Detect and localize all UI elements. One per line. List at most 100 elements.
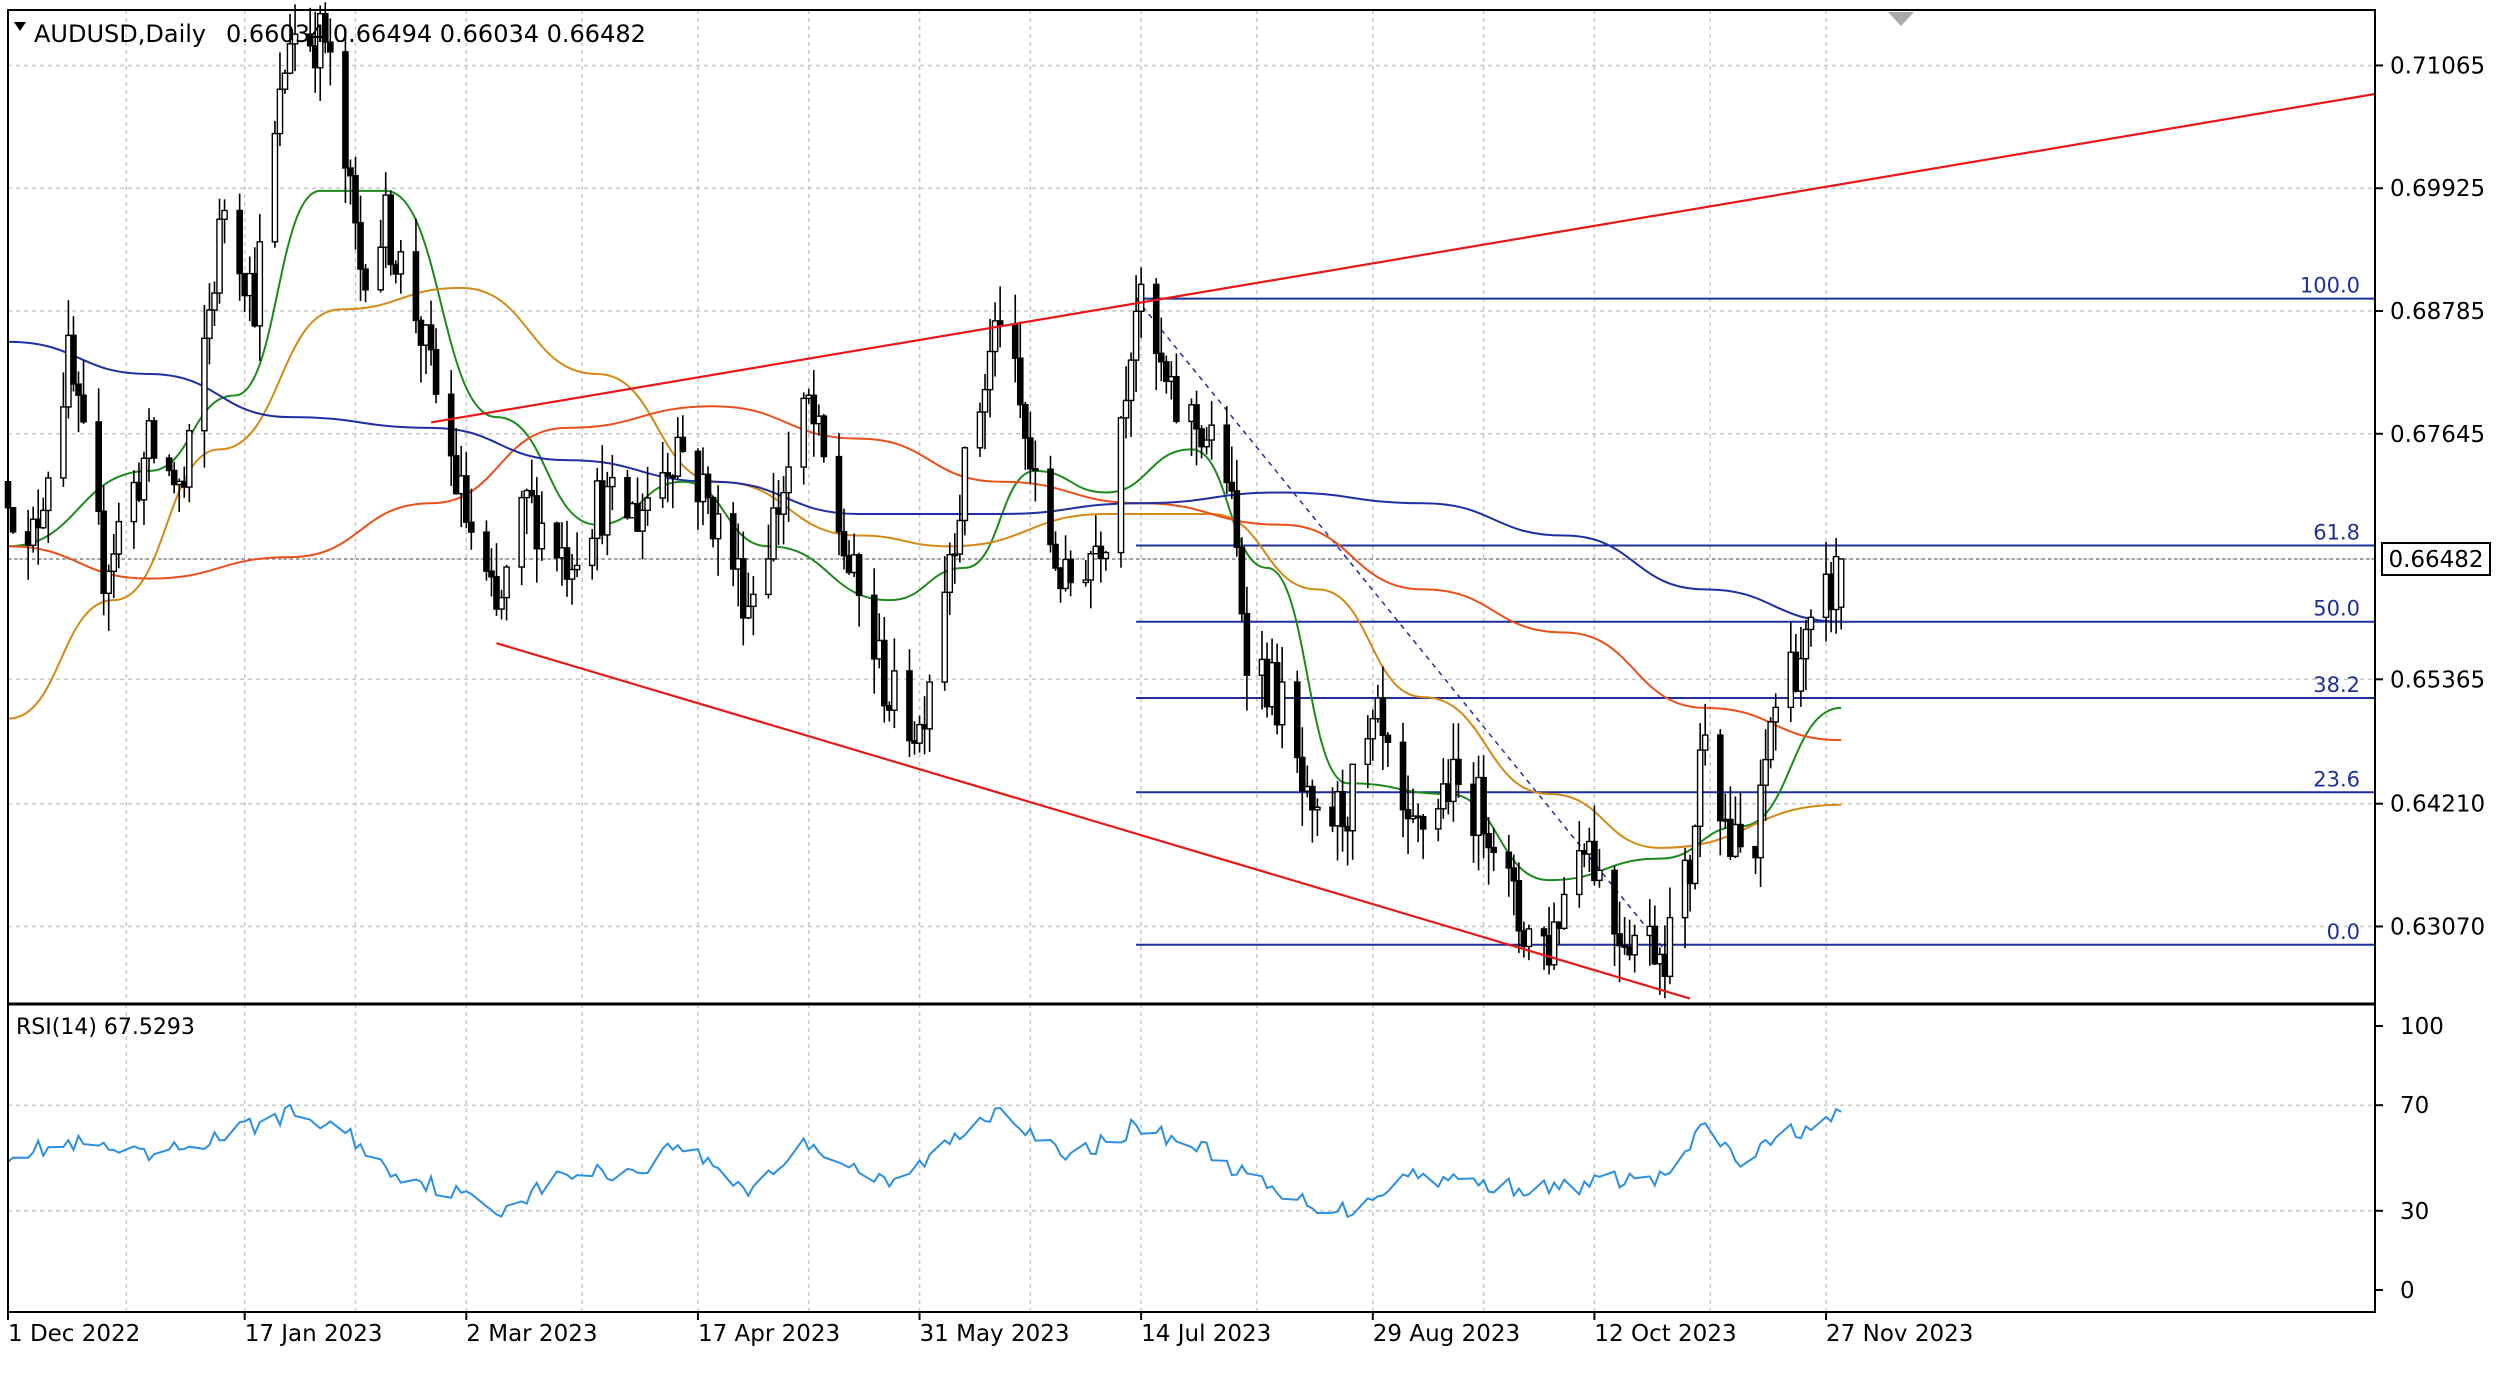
candle-body [1480,776,1487,835]
candle-body [1550,921,1558,966]
candle-body [956,519,964,555]
fib-level-label: 38.2 [2313,673,2360,697]
candle-body [604,485,611,536]
time-tick-label: 31 May 2023 [920,1321,1070,1347]
candle-body [961,447,969,522]
candle-body [1455,758,1462,786]
moving-average-line [7,405,1842,742]
candle-body [770,507,777,560]
rsi-title[interactable]: RSI(14) 67.5293 [16,1015,195,1040]
candle-body [39,509,47,529]
candle-body [1837,558,1845,608]
candle-body [714,513,722,540]
candle-body [1152,283,1160,354]
candle-body [105,570,113,595]
fib-level-label: 23.6 [2313,767,2360,791]
trend-lines[interactable] [430,92,2376,1000]
candle-body [1208,424,1215,441]
candlesticks [4,2,1845,999]
candle-body [432,349,440,395]
candle-body [387,194,395,266]
candle-body [256,241,264,327]
candle-body [820,415,828,458]
time-tick-label: 2 Mar 2023 [466,1321,597,1347]
candle-body [447,393,455,457]
scroll-marker-icon[interactable] [1888,12,1914,26]
candle-body [1132,310,1140,361]
candle-body [855,554,863,597]
rsi-axis: 100 70 30 0 [2375,1014,2444,1304]
candle-body [347,167,354,177]
candle-body [276,88,284,135]
candle-body [488,570,495,578]
candle-body [1575,850,1583,896]
candle-body [639,509,646,532]
candle-body [528,489,536,497]
time-tick-label: 17 Apr 2023 [698,1321,840,1347]
candle-body [780,491,787,515]
candle-body [115,520,123,555]
candle-body [1298,756,1306,792]
rsi-tick-label: 100 [2400,1014,2444,1040]
candle-body [130,481,138,523]
candle-body [644,497,651,512]
candle-body [1716,734,1724,822]
price-tick-label: 0.69925 [2390,176,2485,202]
price-tick-label: 0.65365 [2390,667,2485,693]
moving-average-line [7,286,1842,849]
symbol-menu-icon[interactable] [14,22,26,31]
symbol-title[interactable]: AUDUSD,Daily [34,20,206,48]
candle-body [427,324,435,351]
candle-body [1157,352,1165,363]
candle-body [1137,283,1145,313]
candle-body [201,337,208,432]
price-tick-label: 0.67645 [2390,422,2485,448]
candle-body [750,593,757,608]
candle-body [880,639,888,707]
candle-body [1560,893,1568,930]
candle-body [1762,758,1769,786]
candle-body [1616,933,1623,947]
candle-body [659,472,667,499]
fib-level-label: 0.0 [2327,920,2360,944]
time-axis[interactable]: 1 Dec 2022 17 Jan 2023 2 Mar 2023 17 Apr 20… [7,1312,1973,1347]
price-tick-label: 0.64210 [2390,792,2485,818]
candle-body [1339,791,1346,828]
candle-body [679,436,687,453]
candle-body [891,670,898,711]
time-tick-label: 14 Jul 2023 [1141,1321,1271,1347]
ohlc-readout: 0.66034 0.66494 0.66034 0.66482 [226,20,646,48]
candle-body [80,394,87,423]
candle-body [1591,840,1598,882]
time-tick-label: 29 Aug 2023 [1373,1321,1520,1347]
candle-body [981,388,989,413]
candle-body [1490,846,1497,854]
candle-body [1278,681,1286,726]
price-axis[interactable]: 0.71065 0.69925 0.68785 0.67645 0.65365 0.642… [2375,53,2485,940]
candle-body [1772,706,1779,723]
candle-body [1419,816,1427,830]
candle-body [1309,785,1316,811]
fibonacci-retracement[interactable]: 100.0 61.8 50.0 38.2 23.6 0.0 [1135,274,2375,951]
candle-body [729,513,737,570]
candle-body [70,334,77,385]
candle-body [840,531,848,557]
candle-body [1596,869,1603,882]
candle-body [140,457,148,501]
channel-line [496,642,1691,1000]
candle-body [211,292,218,311]
fib-level-label: 100.0 [2300,274,2360,298]
fib-level-label: 50.0 [2313,597,2360,621]
candle-body [100,510,107,595]
candle-body [1681,859,1689,919]
candle-body [206,309,213,340]
candle-body [362,268,369,291]
rsi-grid [7,1004,2375,1312]
candle-body [1027,437,1034,470]
candle-body [926,681,933,730]
candle-body [412,251,420,322]
candle-body [1696,749,1704,827]
candle-body [165,457,173,472]
